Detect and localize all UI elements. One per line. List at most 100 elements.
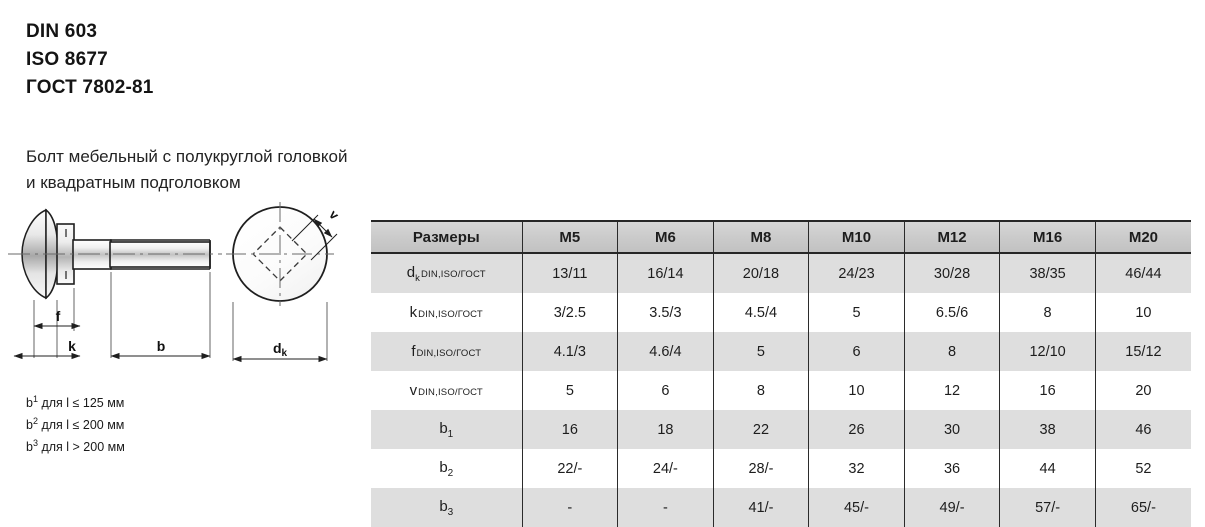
row-label-f: fDIN,ISO/ГОСТ — [371, 332, 523, 371]
cell-b2-m8: 28/- — [712, 449, 809, 488]
column-header-m20: M20 — [1094, 220, 1191, 254]
cell-f-m12: 8 — [903, 332, 1000, 371]
product-description-line-2: и квадратным подголовком — [26, 173, 241, 193]
table-row: fDIN,ISO/ГОСТ 4.1/3 4.6/4 5 6 8 12/10 15… — [371, 332, 1191, 371]
table-row: dkDIN,ISO/ГОСТ 13/11 16/14 20/18 24/23 3… — [371, 253, 1191, 293]
cell-k-m5: 3/2.5 — [521, 293, 618, 332]
column-header-m5: M5 — [521, 220, 618, 254]
column-header-m10: M10 — [808, 220, 905, 254]
cell-b3-m5: - — [521, 488, 618, 527]
table-header: Размеры M5 M6 M8 M10 M12 M16 M20 — [371, 220, 1191, 254]
row-label-f-base: f — [411, 343, 416, 360]
cell-v-m5: 5 — [521, 371, 618, 410]
cell-v-m12: 12 — [903, 371, 1000, 410]
table-row: b1 16 18 22 26 30 38 46 — [371, 410, 1191, 449]
cell-b1-m10: 26 — [808, 410, 905, 449]
cell-dk-m20: 46/44 — [1094, 253, 1191, 293]
row-label-b2-sub: 2 — [447, 467, 454, 479]
cell-b2-m10: 32 — [808, 449, 905, 488]
footnote-b3-text: для l > 200 мм — [41, 439, 125, 454]
footnotes: b1 для l ≤ 125 мм b2 для l ≤ 200 мм b3 д… — [26, 392, 125, 458]
cell-b1-m5: 16 — [521, 410, 618, 449]
v-callout-ext-2 — [310, 233, 338, 261]
cell-f-m16: 12/10 — [999, 332, 1096, 371]
footnote-b3-symbol: b — [26, 439, 33, 454]
cell-v-m6: 6 — [617, 371, 714, 410]
column-header-m16: M16 — [999, 220, 1096, 254]
cell-k-m12: 6.5/6 — [903, 293, 1000, 332]
column-header-m12: M12 — [903, 220, 1000, 254]
standard-iso: ISO 8677 — [26, 48, 108, 70]
footnote-b1-sup: 1 — [32, 394, 38, 404]
table-body: dkDIN,ISO/ГОСТ 13/11 16/14 20/18 24/23 3… — [371, 253, 1191, 527]
cell-b2-m6: 24/- — [617, 449, 714, 488]
dimension-label-dk-sub: k — [282, 348, 288, 359]
column-header-m8: M8 — [712, 220, 809, 254]
cell-dk-m5: 13/11 — [521, 253, 618, 293]
dimension-label-dk: dk — [273, 340, 288, 359]
cell-b1-m12: 30 — [903, 410, 1000, 449]
cell-k-m16: 8 — [999, 293, 1096, 332]
cell-k-m20: 10 — [1094, 293, 1191, 332]
dimension-label-f: f — [56, 308, 61, 324]
cell-b3-m20: 65/- — [1094, 488, 1191, 527]
cell-b1-m16: 38 — [999, 410, 1096, 449]
cell-f-m10: 6 — [808, 332, 905, 371]
row-label-v-base: v — [409, 382, 418, 399]
cell-f-m8: 5 — [712, 332, 809, 371]
row-label-dk-std: DIN,ISO/ГОСТ — [421, 268, 486, 280]
dimension-line-v — [313, 218, 333, 238]
cell-dk-m12: 30/28 — [903, 253, 1000, 293]
cell-b3-m8: 41/- — [712, 488, 809, 527]
row-label-dk: dkDIN,ISO/ГОСТ — [371, 253, 523, 293]
cell-k-m8: 4.5/4 — [712, 293, 809, 332]
footnote-b2-sup: 2 — [32, 415, 38, 426]
table-row: kDIN,ISO/ГОСТ 3/2.5 3.5/3 4.5/4 5 6.5/6 … — [371, 293, 1191, 332]
footnote-b3: b3 для l > 200 мм — [26, 436, 125, 458]
footnote-b1-text: для l ≤ 125 мм — [41, 396, 125, 411]
cell-b1-m6: 18 — [617, 410, 714, 449]
cell-v-m16: 16 — [999, 371, 1096, 410]
cell-dk-m10: 24/23 — [808, 253, 905, 293]
cell-b3-m16: 57/- — [999, 488, 1096, 527]
cell-b3-m12: 49/- — [903, 488, 1000, 527]
cell-v-m10: 10 — [808, 371, 905, 410]
row-label-f-std: DIN,ISO/ГОСТ — [416, 348, 482, 359]
product-description: Болт мебельный с полукруглой головкой и … — [26, 144, 347, 197]
cell-dk-m8: 20/18 — [712, 253, 809, 293]
cell-b2-m5: 22/- — [521, 449, 618, 488]
specifications-table-container: Размеры M5 M6 M8 M10 M12 M16 M20 dkDIN,I… — [371, 220, 1191, 527]
table-header-row: Размеры M5 M6 M8 M10 M12 M16 M20 — [371, 220, 1191, 254]
cell-b1-m8: 22 — [712, 410, 809, 449]
cell-b3-m10: 45/- — [808, 488, 905, 527]
cell-k-m6: 3.5/3 — [617, 293, 714, 332]
row-label-dk-base: d — [406, 263, 416, 281]
technical-drawing: f k b v dk — [0, 196, 350, 386]
footnote-b1-symbol: b — [26, 396, 33, 411]
row-label-b3-base: b — [439, 497, 448, 515]
row-label-b3-sub: 3 — [447, 506, 454, 518]
table-row: b3 - - 41/- 45/- 49/- 57/- 65/- — [371, 488, 1191, 527]
table-row: vDIN,ISO/ГОСТ 5 6 8 10 12 16 20 — [371, 371, 1191, 410]
footnote-b1: b1 для l ≤ 125 мм — [26, 392, 125, 414]
product-description-line-1: Болт мебельный с полукруглой головкой — [26, 147, 348, 166]
row-label-b1-sub: 1 — [447, 428, 454, 440]
cell-v-m8: 8 — [712, 371, 809, 410]
row-label-v-std: DIN,ISO/ГОСТ — [418, 387, 483, 398]
cell-f-m5: 4.1/3 — [521, 332, 618, 371]
cell-b2-m16: 44 — [999, 449, 1096, 488]
standards-list: DIN 603 ISO 8677 ГОСТ 7802-81 — [26, 18, 154, 102]
dimension-label-v: v — [326, 207, 342, 223]
column-header-dimensions: Размеры — [371, 220, 523, 254]
cell-dk-m6: 16/14 — [617, 253, 714, 293]
footnote-b2-text: для l ≤ 200 мм — [41, 418, 125, 433]
row-label-b1: b1 — [371, 410, 523, 449]
cell-b2-m20: 52 — [1094, 449, 1191, 488]
row-label-b3: b3 — [371, 488, 523, 527]
row-label-dk-sub: k — [415, 272, 420, 284]
square-neck-projection — [252, 226, 308, 282]
cell-b3-m6: - — [617, 488, 714, 527]
cell-v-m20: 20 — [1094, 371, 1191, 410]
cell-dk-m16: 38/35 — [999, 253, 1096, 293]
row-label-b2-base: b — [439, 458, 448, 476]
